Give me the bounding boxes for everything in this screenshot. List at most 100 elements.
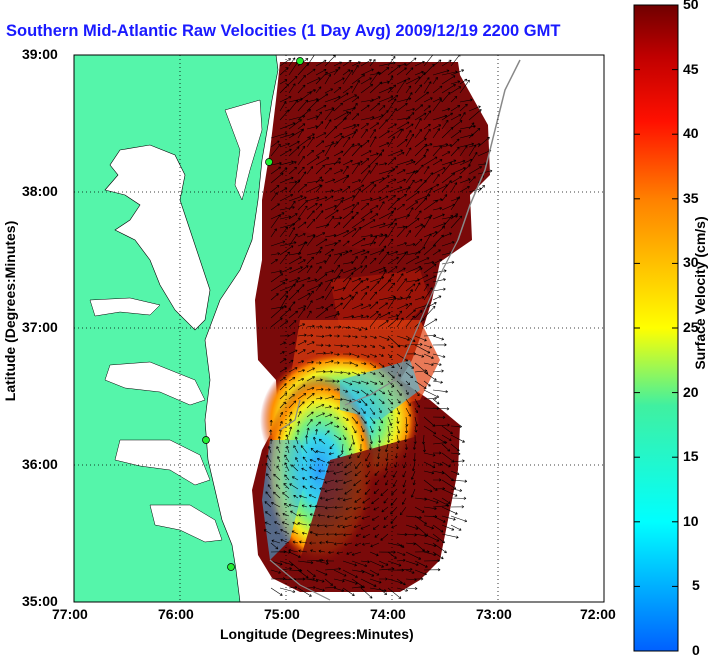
velocity-arrow — [432, 226, 446, 238]
velocity-arrow — [414, 104, 424, 112]
colorbar — [633, 4, 679, 652]
velocity-arrow — [414, 246, 426, 256]
velocity-arrow — [399, 506, 407, 516]
velocity-arrow — [360, 264, 368, 274]
velocity-arrow — [288, 359, 294, 364]
velocity-arrow — [297, 74, 306, 85]
velocity-arrow — [369, 205, 379, 211]
velocity-arrow — [369, 425, 374, 433]
velocity-arrow — [432, 542, 447, 554]
velocity-arrow — [369, 335, 377, 339]
velocity-arrow — [279, 267, 293, 274]
velocity-arrow — [450, 434, 465, 443]
velocity-arrow — [342, 59, 352, 67]
velocity-arrow — [405, 309, 416, 319]
velocity-arrow — [342, 352, 352, 356]
velocity-arrow — [377, 452, 381, 460]
velocity-arrow — [477, 185, 485, 193]
velocity-arrow — [378, 162, 388, 166]
velocity-arrow — [342, 69, 353, 85]
velocity-arrow — [333, 542, 344, 546]
velocity-arrow — [396, 532, 408, 537]
velocity-arrow — [279, 109, 290, 121]
velocity-arrow — [297, 62, 310, 76]
velocity-arrow — [269, 429, 273, 436]
velocity-arrow — [405, 586, 418, 591]
velocity-arrow — [297, 369, 305, 373]
velocity-arrow — [324, 421, 333, 427]
velocity-arrow — [279, 193, 294, 202]
velocity-arrow — [279, 206, 295, 211]
velocity-arrow — [414, 225, 425, 238]
velocity-arrow — [315, 403, 325, 409]
velocity-arrow — [423, 105, 431, 112]
velocity-arrow — [370, 542, 380, 548]
velocity-arrow — [373, 488, 380, 494]
velocity-arrow — [333, 239, 341, 247]
velocity-arrow — [411, 461, 416, 472]
velocity-arrow — [310, 549, 317, 553]
velocity-arrow — [365, 452, 371, 462]
velocity-arrow — [432, 389, 448, 394]
velocity-arrow — [337, 497, 344, 501]
velocity-arrow — [423, 371, 437, 381]
velocity-arrow — [423, 506, 437, 511]
velocity-arrow — [396, 203, 405, 211]
velocity-arrow — [270, 305, 287, 310]
velocity-arrow — [432, 295, 442, 301]
velocity-arrow — [335, 479, 344, 483]
velocity-arrow — [423, 362, 434, 367]
velocity-arrow — [288, 227, 295, 238]
velocity-arrow — [279, 358, 287, 364]
ytick-label: 39:00 — [22, 46, 58, 62]
velocity-arrow — [306, 386, 315, 391]
velocity-arrow — [414, 398, 421, 408]
velocity-arrow — [402, 461, 407, 469]
velocity-arrow — [405, 380, 411, 386]
velocity-arrow — [288, 217, 301, 229]
velocity-arrow — [405, 147, 412, 157]
velocity-arrow — [342, 315, 355, 319]
velocity-arrow — [270, 259, 278, 265]
velocity-arrow — [414, 569, 427, 576]
velocity-arrow — [414, 137, 427, 148]
velocity-arrow — [344, 470, 353, 476]
velocity-arrow — [432, 451, 442, 455]
velocity-arrow — [288, 310, 299, 319]
velocity-arrow — [315, 238, 328, 247]
velocity-arrow — [405, 533, 417, 537]
velocity-arrow — [288, 341, 296, 346]
velocity-arrow — [477, 169, 493, 175]
velocity-arrow — [432, 145, 442, 157]
velocity-arrow — [315, 421, 321, 427]
velocity-arrow — [306, 68, 316, 76]
velocity-arrow — [324, 351, 334, 355]
velocity-arrow — [413, 434, 417, 444]
velocity-arrow — [309, 466, 317, 472]
velocity-arrow — [333, 92, 349, 103]
velocity-arrow — [387, 222, 397, 238]
velocity-arrow — [423, 551, 437, 556]
velocity-arrow — [288, 426, 293, 436]
velocity-arrow — [450, 159, 466, 166]
velocity-arrow — [329, 443, 335, 450]
velocity-arrow — [468, 151, 478, 166]
velocity-arrow — [405, 179, 415, 193]
velocity-arrow — [297, 108, 311, 121]
velocity-arrow — [342, 165, 349, 175]
velocity-arrow — [351, 184, 365, 193]
velocity-arrow — [324, 479, 335, 484]
velocity-arrow — [422, 443, 426, 453]
velocity-arrow — [432, 362, 442, 366]
velocity-arrow — [342, 228, 357, 238]
velocity-arrow — [369, 416, 376, 424]
velocity-arrow — [396, 551, 406, 556]
velocity-arrow — [396, 67, 407, 76]
velocity-arrow — [396, 407, 401, 415]
velocity-arrow — [333, 370, 343, 375]
velocity-arrow — [333, 77, 345, 85]
velocity-arrow — [378, 279, 392, 292]
velocity-arrow — [291, 464, 299, 472]
velocity-arrow — [414, 267, 423, 274]
velocity-arrow — [477, 136, 490, 148]
